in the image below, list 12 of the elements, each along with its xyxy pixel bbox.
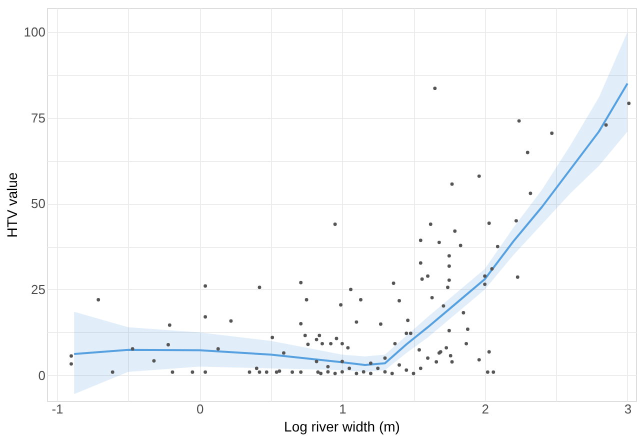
x-axis-title: Log river width (m) bbox=[284, 418, 400, 434]
x-tick-label: 3 bbox=[624, 402, 632, 416]
y-tick-label: 25 bbox=[31, 282, 46, 297]
x-tick-label: 2 bbox=[482, 402, 489, 416]
y-tick-label: 0 bbox=[38, 368, 46, 383]
y-tick-label: 50 bbox=[31, 196, 46, 212]
x-tick-label: 1 bbox=[339, 402, 346, 416]
y-tick-label: 75 bbox=[31, 110, 46, 126]
y-tick-label: 100 bbox=[24, 24, 46, 40]
x-tick-label: 0 bbox=[196, 402, 204, 416]
x-tick-label: -1 bbox=[52, 402, 64, 416]
y-axis-title: HTV value bbox=[4, 172, 20, 238]
